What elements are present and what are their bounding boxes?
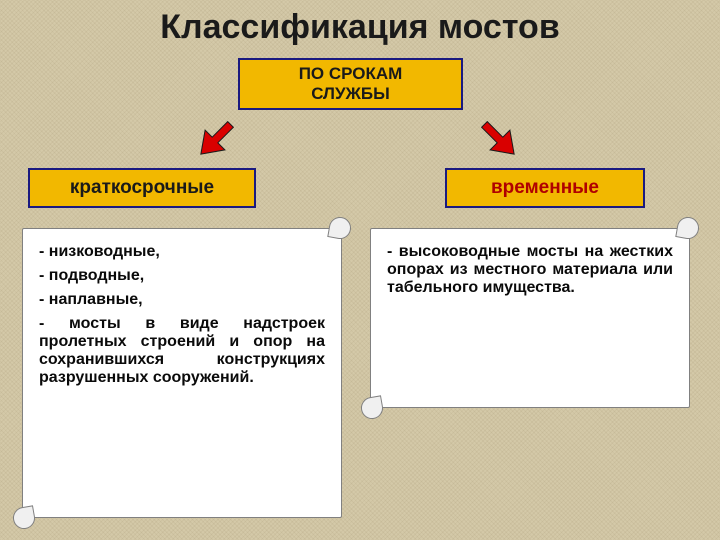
category-right-label: временные [491, 177, 599, 199]
category-right: временные [445, 168, 645, 208]
list-item: - подводные, [39, 267, 325, 285]
header-line2: СЛУЖБЫ [311, 84, 390, 104]
slide-title: Классификация мостов [0, 8, 720, 47]
scroll-right: - высоководные мосты на жестких опорах и… [370, 228, 690, 408]
arrow-down-right-icon [470, 110, 530, 170]
header-box: ПО СРОКАМ СЛУЖБЫ [238, 58, 463, 110]
list-item: - высоководные мосты на жестких опорах и… [387, 243, 673, 297]
arrow-down-left-icon [185, 110, 245, 170]
list-item: - низководные, [39, 243, 325, 261]
scroll-left: - низководные, - подводные, - наплавные,… [22, 228, 342, 518]
list-item: - мосты в виде надстроек пролетных строе… [39, 315, 325, 387]
category-left-label: краткосрочные [70, 177, 214, 199]
header-line1: ПО СРОКАМ [299, 64, 403, 84]
category-left: краткосрочные [28, 168, 256, 208]
list-item: - наплавные, [39, 291, 325, 309]
